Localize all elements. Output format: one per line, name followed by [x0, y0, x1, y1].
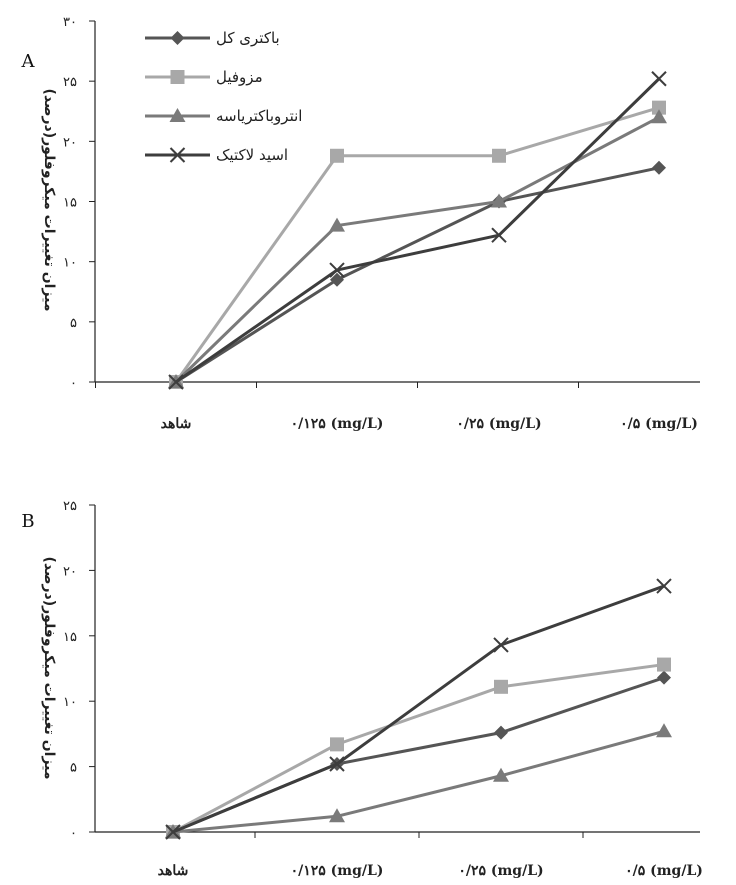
y-tick-label: ۱۰ [63, 256, 77, 271]
x-tick-label: ۰/۲۵ (mg/L) [458, 863, 543, 879]
data-point [330, 737, 344, 752]
y-tick-label: ۲۵ [63, 499, 77, 514]
series-line [175, 77, 661, 384]
series-lactic_acid [168, 71, 667, 390]
x-tick-label: شاهد [158, 863, 189, 879]
series-line [172, 663, 665, 834]
x-tick-label: ۰/۱۲۵ (mg/L) [291, 416, 384, 432]
data-point [330, 272, 344, 287]
x-tick-label: ۰/۵ (mg/L) [625, 863, 703, 879]
y-tick-label: ۱۰ [63, 695, 77, 710]
series-lactic_acid [165, 578, 672, 840]
data-point [492, 148, 506, 163]
series-total_bacteria [166, 670, 671, 839]
data-point [494, 725, 508, 740]
y-tick-label: ۱۵ [63, 630, 77, 645]
data-point [330, 148, 344, 163]
data-point [651, 109, 667, 124]
legend-entry-lactic_acid: اسید لاکتیک [145, 146, 288, 164]
data-point [652, 160, 666, 175]
legend: باکتری کل مزوفیل انتروباکتریاسه اسید لاکتیک [145, 29, 302, 164]
data-point [168, 374, 184, 390]
data-point [493, 767, 509, 782]
y-axis-label: میزان تغییرات میکروفلور(درصد) [41, 88, 57, 311]
series-line [172, 729, 665, 834]
legend-marker [170, 70, 185, 84]
y-tick-label: ۳۰ [63, 15, 77, 30]
series-line [174, 106, 660, 383]
data-point [491, 227, 507, 243]
legend-marker [169, 147, 186, 163]
data-point [329, 217, 345, 232]
data-point [329, 756, 345, 772]
legend-label: مزوفیل [216, 68, 263, 86]
legend-label: انتروباکتریاسه [216, 107, 302, 125]
x-tick-label: ۰/۲۵ (mg/L) [456, 416, 541, 432]
legend-label: باکتری کل [216, 29, 280, 47]
y-tick-label: ۵ [70, 761, 77, 776]
data-point [652, 100, 666, 115]
data-point [329, 808, 345, 823]
y-axis-label: میزان تغییرات میکروفلور(درصد) [41, 556, 57, 779]
y-tick-label: ۰ [70, 376, 77, 391]
series-line [172, 676, 665, 834]
y-tick-label: ۲۵ [63, 75, 77, 90]
legend-entry-total_bacteria: باکتری کل [145, 29, 280, 47]
panel-label: B [21, 511, 34, 532]
series-line [174, 115, 660, 384]
y-tick-label: ۵ [70, 316, 77, 331]
series-line [175, 166, 660, 384]
y-tick-label: ۱۵ [63, 196, 77, 211]
legend-label: اسید لاکتیک [216, 146, 288, 164]
y-tick-label: ۲۰ [63, 564, 77, 579]
data-point [656, 578, 672, 594]
legend-marker [170, 31, 185, 45]
data-point [657, 670, 671, 685]
data-point [651, 71, 667, 87]
x-tick-label: ۰/۵ (mg/L) [620, 416, 698, 432]
x-tick-label: شاهد [161, 416, 192, 432]
data-point [491, 193, 507, 208]
y-tick-label: ۲۰ [63, 135, 77, 150]
chart-panel-b: ۰ ۵ ۱۰ ۱۵ ۲۰ ۲۵ شاهد ۰/۱۲۵ (mg/L) ۰/۲۵ (mg/L) ۰/۵… [21, 499, 703, 879]
legend-marker [169, 108, 186, 122]
data-point [656, 723, 672, 738]
series-enterobacteriaceae [165, 723, 672, 838]
data-point [165, 824, 181, 840]
data-point [493, 637, 509, 653]
data-point [329, 262, 345, 278]
data-point [494, 679, 508, 694]
legend-entry-mesophilic: مزوفیل [145, 68, 263, 86]
series-total_bacteria [169, 160, 666, 389]
series-line [172, 584, 665, 834]
data-point [657, 657, 671, 672]
x-tick-label: ۰/۱۲۵ (mg/L) [291, 863, 384, 879]
legend-entry-enterobacteriaceae: انتروباکتریاسه [145, 107, 302, 125]
y-tick-label: ۰ [70, 826, 77, 841]
panel-label: A [21, 51, 36, 72]
chart-panel-a: ۰ ۵ ۱۰ ۱۵ ۲۰ ۲۵ ۳۰ شاهد ۰/۱۲۵ (mg/L) ۰/۲۵ (mg/L) ۰… [21, 15, 700, 432]
